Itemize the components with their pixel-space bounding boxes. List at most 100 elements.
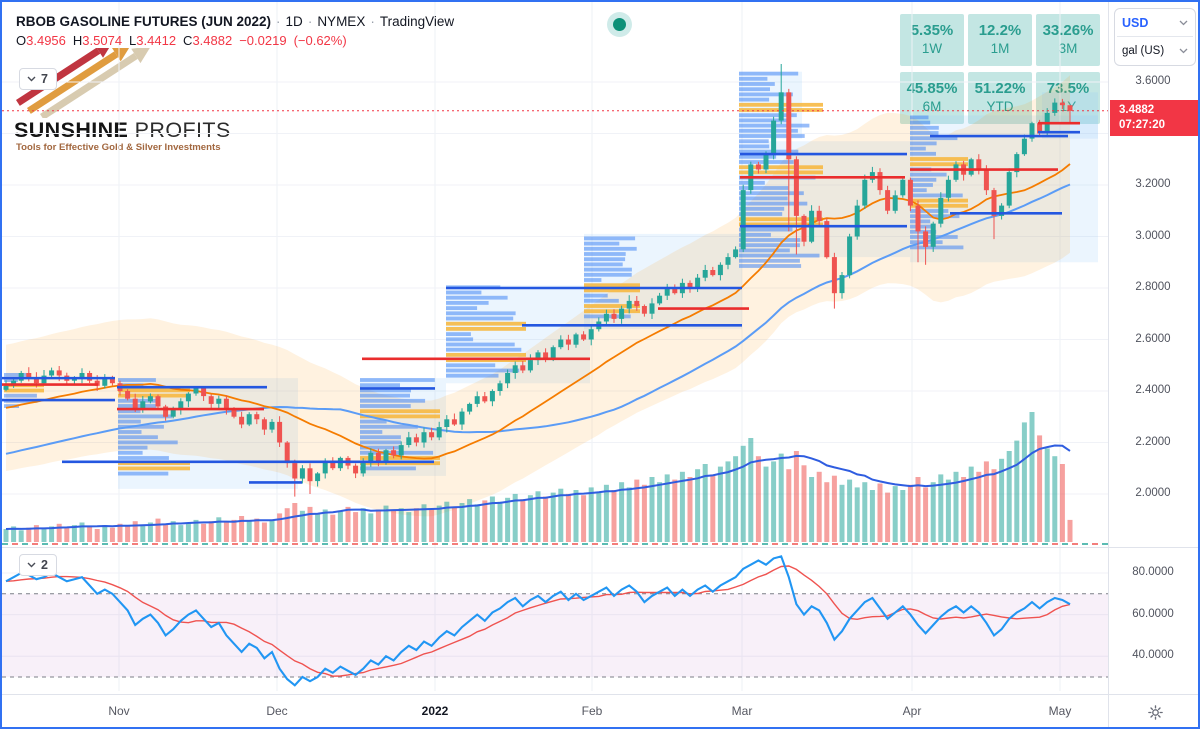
volume-profile-row — [584, 241, 620, 246]
volume-profile-row — [118, 378, 156, 382]
chevron-down-icon — [1179, 20, 1188, 25]
volume-profile-row — [446, 327, 526, 331]
volume-bar — [930, 482, 936, 542]
last-price-tag: 3.4882 07:27:20 — [1110, 99, 1198, 136]
volume-bar — [961, 477, 967, 542]
rsi-tick-label: 80.0000 — [1132, 566, 1174, 578]
volume-bar — [740, 445, 746, 542]
volume-bar — [588, 487, 594, 542]
volume-bar — [406, 512, 412, 542]
volume-profile-row — [446, 342, 515, 347]
volume-profile-row — [360, 461, 440, 466]
volume-profile-row — [910, 151, 936, 156]
fast-ma-line — [5, 163, 1071, 460]
volume-profile-row — [584, 293, 608, 298]
volume-bar — [360, 508, 366, 542]
volume-bar — [801, 465, 807, 542]
volume-profile-row — [360, 378, 435, 382]
volume-profile-row — [360, 383, 400, 388]
volume-profile-row — [446, 290, 482, 295]
performance-value: 5.35% — [910, 22, 954, 40]
volume-bar — [337, 510, 343, 542]
volume-profile-row — [118, 424, 164, 429]
volume-profile-row — [910, 120, 931, 125]
volume-profile-row — [4, 388, 44, 393]
volume-profile-row — [739, 258, 800, 263]
volume-profile-row — [118, 461, 190, 466]
volume-profile-row — [118, 398, 160, 403]
volume-bar — [885, 492, 891, 542]
volume-bar — [626, 487, 632, 542]
volume-bar — [869, 490, 875, 542]
symbol-name: RBOB GASOLINE FUTURES (JUN 2022) — [16, 14, 272, 29]
volume-bar — [489, 496, 495, 542]
volume-bar — [178, 525, 184, 542]
volume-bar — [94, 529, 100, 542]
time-axis-label: May — [1048, 704, 1072, 718]
volume-bar — [26, 527, 32, 542]
price-tick-label: 3.6000 — [1135, 75, 1171, 87]
settings-gear-icon[interactable] — [1147, 704, 1164, 721]
volume-bar — [56, 523, 62, 542]
performance-value: 73.5% — [1047, 80, 1090, 99]
volume-bar — [1006, 451, 1012, 542]
performance-cell: 33.26% 3M — [1036, 14, 1100, 66]
symbol-title[interactable]: RBOB GASOLINE FUTURES (JUN 2022) · 1D · NYME… — [16, 14, 455, 29]
volume-bar — [672, 479, 678, 542]
price-axis[interactable]: USD gal (US) 3.4882 07:27:20 3.6000 3.200… — [1108, 2, 1198, 694]
volume-bar — [239, 516, 245, 542]
volume-bar — [603, 484, 609, 542]
slow-ma-line — [5, 183, 1071, 455]
volume-bar — [482, 500, 488, 542]
volume-bar — [991, 469, 997, 542]
time-axis-label: Mar — [731, 704, 753, 718]
unit-selector[interactable]: gal (US) — [1115, 37, 1195, 64]
volume-profile-row — [739, 227, 793, 232]
volume-bar — [459, 503, 465, 542]
volume-profile-row — [118, 440, 178, 445]
pane-separator — [1108, 547, 1198, 548]
volume-profile-row — [446, 332, 471, 336]
volume-profile-row — [446, 301, 489, 305]
currency-selector[interactable]: USD — [1115, 9, 1195, 36]
volume-bar — [923, 487, 929, 542]
volume-bar — [345, 506, 351, 542]
price-chart-canvas[interactable] — [2, 2, 1108, 694]
exchange-label: NYMEX — [317, 14, 366, 29]
time-axis-label: Feb — [581, 704, 603, 718]
volume-bar — [763, 466, 769, 542]
volume-profile-row — [360, 409, 440, 414]
pane2-indicators-toggle-button[interactable]: 2 — [19, 554, 57, 576]
price-tick-label: 3.0000 — [1135, 229, 1171, 242]
volume-bar — [125, 526, 131, 542]
volume-profile-row — [584, 298, 619, 303]
volume-bar — [474, 504, 480, 542]
volume-profile-row — [584, 304, 640, 308]
chevron-down-icon — [27, 76, 36, 82]
volume-bar — [1014, 440, 1020, 542]
volume-bar — [717, 466, 723, 542]
volume-profile-row — [739, 191, 804, 196]
price-tick-label: 2.0000 — [1135, 487, 1171, 499]
time-axis[interactable]: Nov Dec 2022 Feb Mar Apr May — [2, 694, 1108, 727]
volume-bar — [634, 479, 640, 542]
volume-bar — [550, 492, 556, 542]
volume-profile-row — [118, 471, 169, 476]
volume-profile-row — [910, 131, 939, 135]
volume-bar — [816, 471, 822, 542]
volume-bar — [839, 484, 845, 542]
volume-bar — [938, 474, 944, 542]
volume-bar — [71, 525, 77, 542]
volume-profile-row — [118, 466, 190, 471]
pane1-indicators-toggle-button[interactable]: 7 — [19, 68, 57, 90]
logo-tagline: Tools for Effective Gold & Silver Invest… — [16, 142, 221, 153]
volume-bar — [968, 466, 974, 542]
volume-bar — [64, 527, 70, 542]
chevron-down-icon — [1179, 48, 1188, 53]
volume-profile-row — [4, 373, 27, 377]
volume-bar — [109, 527, 115, 542]
platform-label: TradingView — [379, 14, 455, 29]
sunshine-profits-logo: SUNSHINE PROFITS Tools for Effective Gol… — [10, 40, 280, 153]
volume-profile-row — [739, 149, 799, 154]
